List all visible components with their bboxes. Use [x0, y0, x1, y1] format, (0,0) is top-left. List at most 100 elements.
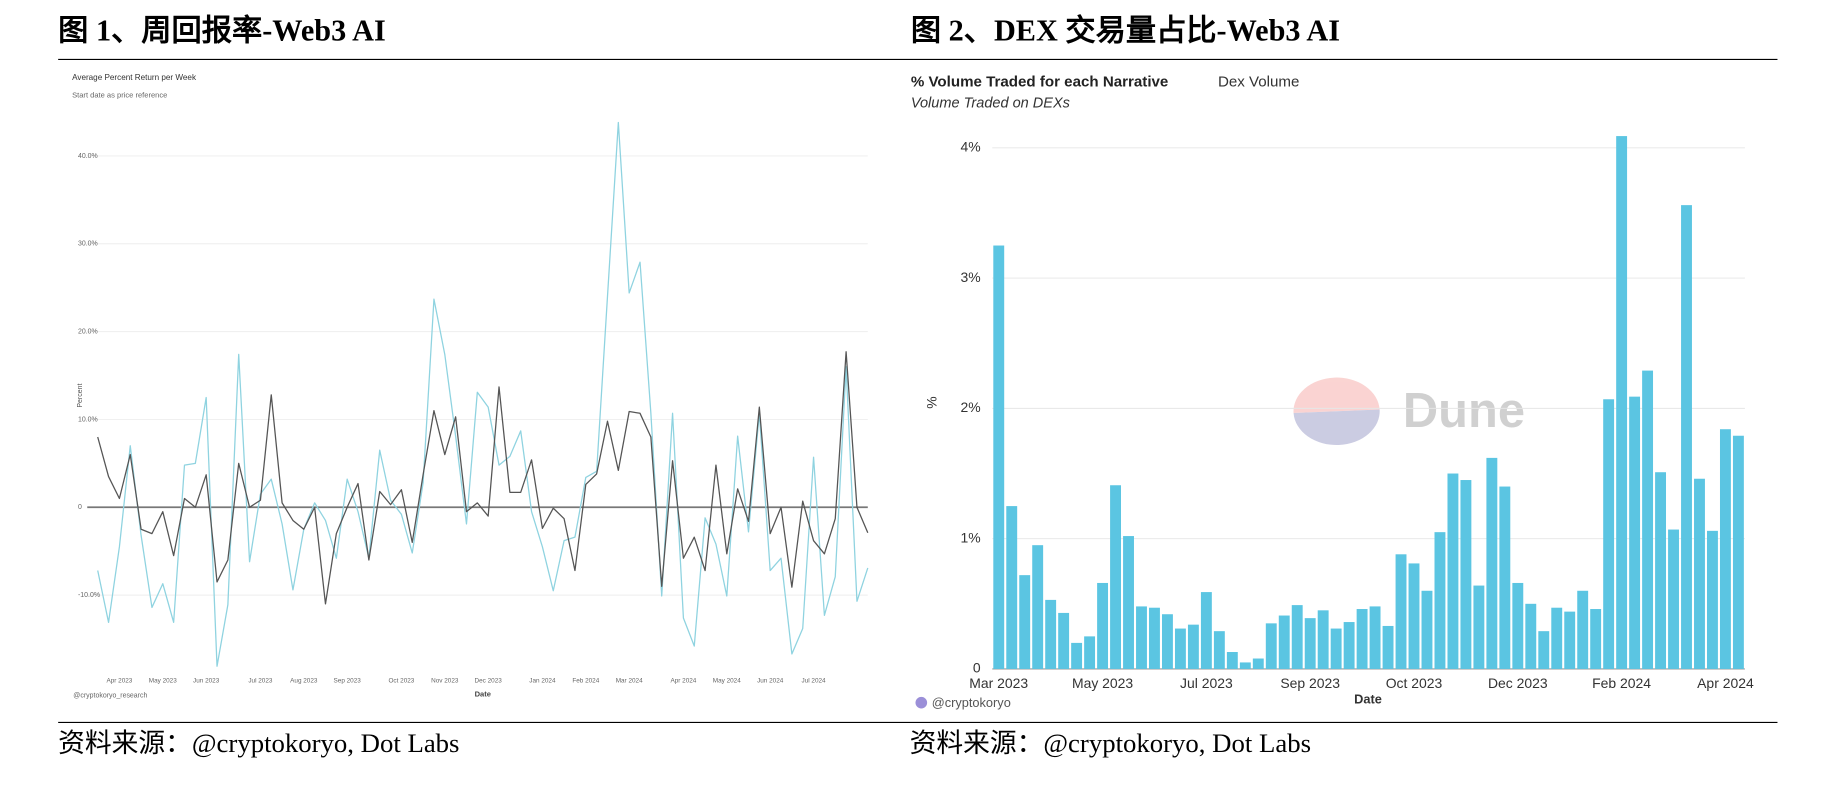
- query-name: Dex Volume: [1218, 74, 1299, 91]
- bar: [1447, 473, 1459, 669]
- bar: [1317, 610, 1329, 669]
- bar: [1642, 370, 1654, 669]
- bar: [1603, 399, 1615, 669]
- chart-subtitle: Start date as price reference: [72, 90, 167, 99]
- watermark-text: Dune: [1403, 384, 1525, 438]
- bar: [993, 245, 1005, 669]
- figure-heading: 图 2、DEX 交易量占比-Web3 AI: [911, 13, 1340, 48]
- x-tick-label: Dec 2023: [475, 677, 503, 684]
- watermark-logo: [1293, 409, 1380, 446]
- bar: [1486, 457, 1498, 669]
- y-tick-label: 40.0%: [78, 153, 98, 160]
- x-tick-label: May 2024: [713, 677, 741, 684]
- x-tick-label: Oct 2023: [388, 677, 414, 684]
- bar: [1278, 615, 1290, 669]
- y-axis-label: Percent: [77, 384, 84, 408]
- x-tick-label: Mar 2023: [969, 675, 1028, 691]
- x-tick-label: Feb 2024: [1592, 675, 1651, 691]
- y-tick-label: 20.0%: [78, 328, 98, 335]
- bar: [1252, 658, 1264, 669]
- x-axis-label: Date: [1354, 692, 1382, 707]
- y-tick-label: 0: [78, 504, 82, 511]
- bar: [1395, 554, 1407, 669]
- bar: [1551, 607, 1563, 669]
- bar: [1694, 478, 1705, 669]
- watermark-logo: [1293, 377, 1380, 414]
- chart-title: % Volume Traded for each Narrative: [911, 74, 1169, 91]
- bar: [1564, 611, 1576, 669]
- x-tick-label: May 2023: [1072, 675, 1133, 691]
- bar: [1499, 486, 1511, 669]
- bar: [1213, 631, 1225, 669]
- bar: [1291, 605, 1303, 669]
- y-tick-label: -10.0%: [78, 592, 100, 599]
- credit-icon: [915, 696, 928, 709]
- x-tick-label: Oct 2023: [1386, 675, 1443, 691]
- bar: [1136, 606, 1147, 669]
- bar: [1369, 606, 1381, 669]
- bar: [1681, 205, 1692, 669]
- credit: @cryptokoryo: [932, 695, 1011, 710]
- bar: [1421, 590, 1433, 669]
- x-tick-label: Apr 2024: [1697, 675, 1754, 691]
- bar: [1629, 396, 1641, 669]
- x-tick-label: Jul 2024: [802, 677, 827, 684]
- x-tick-label: Nov 2023: [431, 677, 459, 684]
- y-tick-label: 2%: [960, 399, 980, 415]
- bar: [1525, 603, 1537, 669]
- x-tick-label: Jun 2023: [193, 677, 220, 684]
- y-tick-label: 3%: [960, 269, 980, 285]
- x-tick-label: Jul 2023: [1180, 675, 1233, 691]
- chart-subtitle: Volume Traded on DEXs: [911, 95, 1070, 111]
- bar: [1265, 623, 1277, 669]
- bar: [1110, 485, 1121, 669]
- x-tick-label: Apr 2024: [670, 677, 696, 684]
- bar: [1006, 506, 1018, 669]
- chart-title: Average Percent Return per Week: [72, 73, 197, 82]
- y-tick-label: 0: [973, 660, 981, 676]
- series-line: [97, 351, 869, 605]
- series-line: [97, 121, 869, 667]
- bar: [1343, 622, 1355, 669]
- bar: [1304, 618, 1316, 669]
- bar: [1174, 628, 1186, 669]
- x-tick-label: Jan 2024: [529, 677, 556, 684]
- x-tick-label: May 2023: [149, 677, 177, 684]
- bar: [1616, 136, 1628, 669]
- x-tick-label: Jun 2024: [757, 677, 784, 684]
- bar: [1187, 624, 1199, 669]
- bar: [1200, 592, 1212, 669]
- x-tick-label: Aug 2023: [290, 677, 318, 684]
- source-note: 资料来源：@cryptokoryo, Dot Labs: [910, 728, 1311, 758]
- bar: [1408, 563, 1420, 669]
- y-tick-label: 1%: [960, 529, 980, 545]
- bar: [1045, 599, 1057, 669]
- x-tick-label: Sep 2023: [1280, 675, 1340, 691]
- y-axis-label: %: [924, 396, 940, 408]
- y-tick-label: 4%: [960, 138, 980, 154]
- bar: [1032, 545, 1044, 669]
- credit: @cryptokoryo_research: [73, 693, 147, 700]
- bar: [1058, 612, 1070, 669]
- x-tick-label: Sep 2023: [334, 677, 362, 684]
- plots: -10.0% 0 10.0% 20.0% 30.0% 40.0% Apr 2023 May 2…: [78, 121, 1754, 691]
- bar: [1226, 652, 1238, 669]
- bar: [1019, 575, 1031, 669]
- bar: [1719, 429, 1731, 669]
- y-tick-label: 30.0%: [78, 241, 98, 248]
- bar: [1330, 628, 1342, 669]
- watermark: Dune: [1293, 377, 1525, 446]
- bar: [1473, 585, 1485, 669]
- x-tick-label: Feb 2024: [572, 677, 599, 684]
- bar: [1655, 472, 1667, 669]
- bar: [1084, 636, 1096, 669]
- bar: [1097, 582, 1109, 669]
- bar: [1356, 609, 1368, 669]
- bar: [1161, 614, 1173, 669]
- bar: [1707, 530, 1718, 669]
- bar: [1512, 582, 1524, 669]
- bar: [1382, 625, 1394, 669]
- x-tick-label: Jul 2023: [248, 677, 273, 684]
